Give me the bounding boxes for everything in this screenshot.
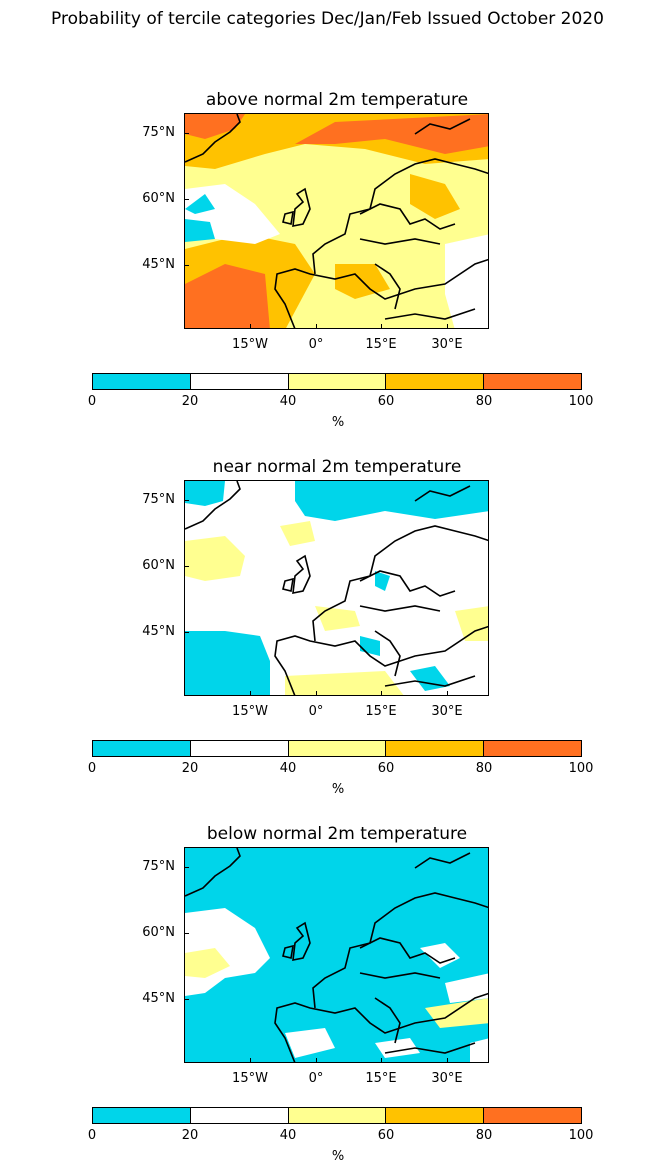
lat-label-60n: 60°N — [142, 558, 175, 573]
lat-label-75n: 75°N — [142, 492, 175, 507]
lon-label-0: 0° — [308, 704, 324, 719]
panel-title-above: above normal 2m temperature — [205, 90, 469, 110]
lon-label-15e: 15°E — [365, 1071, 397, 1086]
colorbar-tick: 80 — [475, 1128, 493, 1143]
colorbar-unit-label: % — [331, 782, 345, 797]
colorbar-unit-label: % — [331, 1149, 345, 1164]
lon-label-15w: 15°W — [232, 1071, 268, 1086]
map-above-normal — [184, 113, 489, 329]
colorbar-tick: 0 — [87, 761, 97, 776]
lat-label-45n: 45°N — [142, 991, 175, 1006]
colorbar-tick: 20 — [181, 1128, 199, 1143]
colorbar-tick: 20 — [181, 394, 199, 409]
colorbar-tick: 20 — [181, 761, 199, 776]
colorbar-segment-40-60 — [288, 741, 387, 756]
map-below-normal — [184, 847, 489, 1063]
colorbar-tick: 40 — [279, 761, 297, 776]
lon-label-15e: 15°E — [365, 704, 397, 719]
colorbar-tick: 0 — [87, 1128, 97, 1143]
lon-label-15w: 15°W — [232, 704, 268, 719]
lon-label-15w: 15°W — [232, 337, 268, 352]
colorbar-segment-60-80 — [386, 1108, 485, 1123]
lat-label-60n: 60°N — [142, 191, 175, 206]
colorbar-tick: 100 — [568, 394, 594, 409]
lat-label-60n: 60°N — [142, 925, 175, 940]
colorbar-segment-20-40 — [190, 374, 289, 389]
panel-title-near: near normal 2m temperature — [212, 457, 462, 477]
colorbar-tick: 80 — [475, 761, 493, 776]
lat-label-75n: 75°N — [142, 125, 175, 140]
colorbar-tick: 40 — [279, 394, 297, 409]
colorbar-segment-60-80 — [386, 374, 485, 389]
colorbar-segment-80-100 — [484, 1108, 581, 1123]
colorbar-near — [92, 740, 582, 757]
panel-title-below: below normal 2m temperature — [206, 824, 468, 844]
colorbar-segment-0-20 — [93, 374, 191, 389]
lon-label-0: 0° — [308, 1071, 324, 1086]
lon-label-30e: 30°E — [431, 1071, 463, 1086]
colorbar-tick: 60 — [377, 761, 395, 776]
colorbar-tick: 100 — [568, 761, 594, 776]
colorbar-tick: 60 — [377, 394, 395, 409]
colorbar-segment-60-80 — [386, 741, 485, 756]
lat-label-45n: 45°N — [142, 257, 175, 272]
colorbar-below — [92, 1107, 582, 1124]
colorbar-unit-label: % — [331, 415, 345, 430]
colorbar-segment-0-20 — [93, 741, 191, 756]
colorbar-segment-80-100 — [484, 741, 581, 756]
colorbar-segment-40-60 — [288, 374, 387, 389]
colorbar-tick: 100 — [568, 1128, 594, 1143]
colorbar-tick: 60 — [377, 1128, 395, 1143]
lon-label-30e: 30°E — [431, 704, 463, 719]
colorbar-segment-0-20 — [93, 1108, 191, 1123]
colorbar-above — [92, 373, 582, 390]
map-near-normal — [184, 480, 489, 696]
lat-label-75n: 75°N — [142, 859, 175, 874]
lon-label-15e: 15°E — [365, 337, 397, 352]
colorbar-tick: 80 — [475, 394, 493, 409]
lat-label-45n: 45°N — [142, 624, 175, 639]
colorbar-segment-20-40 — [190, 741, 289, 756]
lon-label-0: 0° — [308, 337, 324, 352]
colorbar-tick: 0 — [87, 394, 97, 409]
colorbar-segment-40-60 — [288, 1108, 387, 1123]
colorbar-tick: 40 — [279, 1128, 297, 1143]
colorbar-segment-80-100 — [484, 374, 581, 389]
figure-title: Probability of tercile categories Dec/Ja… — [51, 9, 604, 29]
lon-label-30e: 30°E — [431, 337, 463, 352]
colorbar-segment-20-40 — [190, 1108, 289, 1123]
